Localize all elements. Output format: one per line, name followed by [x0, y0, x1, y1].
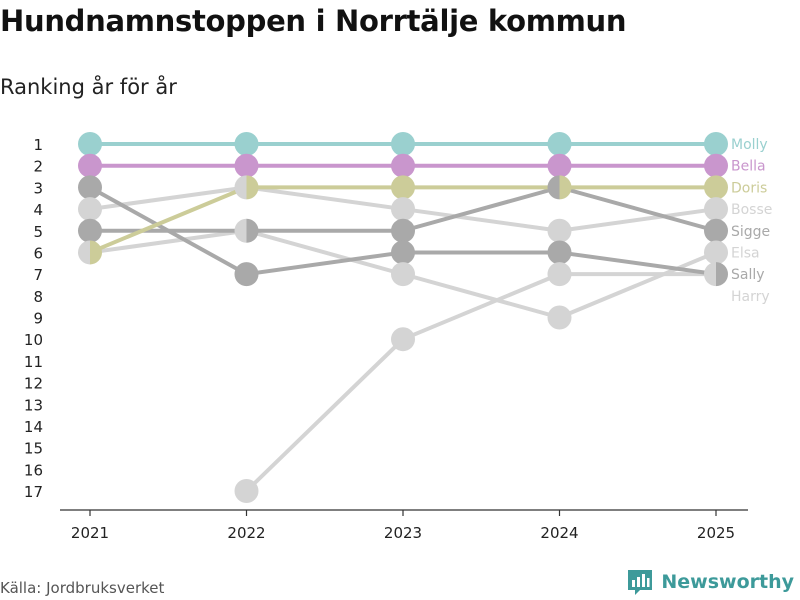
data-point-elsa-2025: [704, 240, 728, 265]
series-label-harry: Harry: [731, 289, 770, 305]
chart-title: Hundnamnstoppen i Norrtälje kommun: [0, 4, 627, 38]
data-point-elsa-2024: [547, 305, 572, 330]
y-tick-label-8: 8: [33, 288, 43, 306]
data-point-sally-2023: [391, 240, 415, 265]
y-tick-label-7: 7: [33, 266, 43, 284]
series-points: [78, 132, 728, 503]
data-point-elsa-2021: [78, 240, 90, 265]
data-point-sigge-2022: [246, 218, 259, 243]
data-point-harry-2025: [704, 262, 716, 287]
y-tick-label-1: 1: [33, 136, 43, 154]
data-point-bella-2023: [391, 153, 415, 178]
x-tick-label-2022: 2022: [227, 524, 265, 542]
series-label-bosse: Bosse: [731, 202, 772, 218]
data-point-bella-2024: [547, 153, 572, 178]
data-point-molly-2024: [547, 132, 572, 156]
chart-subtitle: Ranking år för år: [0, 75, 177, 99]
data-point-sigge-2024: [547, 175, 560, 200]
end-labels: Molly Bella Doris Bosse Sigge Elsa Sally Harry: [731, 137, 772, 305]
data-point-bosse-2024: [547, 218, 572, 243]
source-note: Källa: Jordbruksverket: [0, 579, 165, 597]
series-line-harry: [244, 272, 718, 493]
data-point-sally-2024: [547, 240, 572, 265]
data-point-bosse-2023: [391, 197, 415, 222]
data-point-sally-2025: [716, 262, 728, 287]
data-point-harry-2023: [391, 327, 415, 352]
y-tick-label-14: 14: [24, 418, 43, 436]
data-point-doris-2023: [391, 175, 415, 200]
x-axis: 2021 2022 2023 2024 2025: [60, 509, 748, 542]
data-point-doris-2024: [559, 175, 572, 200]
x-tick-label-2024: 2024: [540, 524, 578, 542]
data-point-doris-2025: [704, 175, 728, 200]
series-label-elsa: Elsa: [731, 245, 760, 261]
x-tick-label-2025: 2025: [697, 524, 735, 542]
data-point-bosse-2025: [704, 197, 728, 222]
data-point-doris-2022: [246, 175, 259, 200]
data-point-sally-2021: [78, 175, 102, 200]
data-point-harry-2022: [234, 479, 259, 503]
data-point-doris-2021: [90, 240, 102, 265]
data-point-sigge-2025: [704, 218, 728, 243]
data-point-sigge-2023: [391, 218, 415, 243]
data-point-molly-2025: [704, 132, 728, 156]
data-point-elsa-2023: [391, 262, 415, 287]
y-tick-label-13: 13: [24, 396, 43, 414]
y-tick-label-3: 3: [33, 179, 43, 197]
data-point-bosse-2021: [78, 197, 102, 222]
x-tick-label-2023: 2023: [384, 524, 422, 542]
series-label-molly: Molly: [731, 137, 768, 153]
data-point-molly-2023: [391, 132, 415, 156]
data-point-bella-2022: [234, 153, 259, 178]
data-point-elsa-2022: [234, 218, 247, 243]
series-label-sally: Sally: [731, 267, 765, 283]
data-point-sigge-2021: [78, 218, 102, 243]
data-point-sally-2022: [234, 262, 259, 287]
newsworthy-logo-link[interactable]: Newsworthy: [627, 568, 794, 596]
series-label-bella: Bella: [731, 159, 766, 175]
y-tick-label-15: 15: [24, 440, 43, 458]
y-tick-label-9: 9: [33, 310, 43, 328]
y-tick-label-16: 16: [24, 461, 43, 479]
series-label-doris: Doris: [731, 180, 767, 196]
newsworthy-logo-icon: [628, 570, 653, 595]
data-point-molly-2021: [78, 132, 102, 156]
y-tick-label-2: 2: [33, 158, 43, 176]
series-label-sigge: Sigge: [731, 224, 770, 240]
newsworthy-logo-text: Newsworthy: [661, 571, 794, 593]
data-point-bella-2021: [78, 153, 102, 178]
y-tick-label-12: 12: [24, 375, 43, 393]
y-tick-label-4: 4: [33, 201, 43, 219]
y-tick-label-17: 17: [24, 483, 43, 501]
y-tick-label-11: 11: [24, 353, 43, 371]
data-point-bosse-2022: [234, 175, 247, 200]
data-point-harry-2024: [547, 262, 572, 287]
data-point-bella-2025: [704, 153, 728, 178]
y-tick-label-10: 10: [24, 331, 43, 349]
y-tick-label-5: 5: [33, 223, 43, 241]
x-tick-label-2021: 2021: [71, 524, 109, 542]
y-tick-label-6: 6: [33, 244, 43, 262]
data-point-molly-2022: [234, 132, 259, 156]
